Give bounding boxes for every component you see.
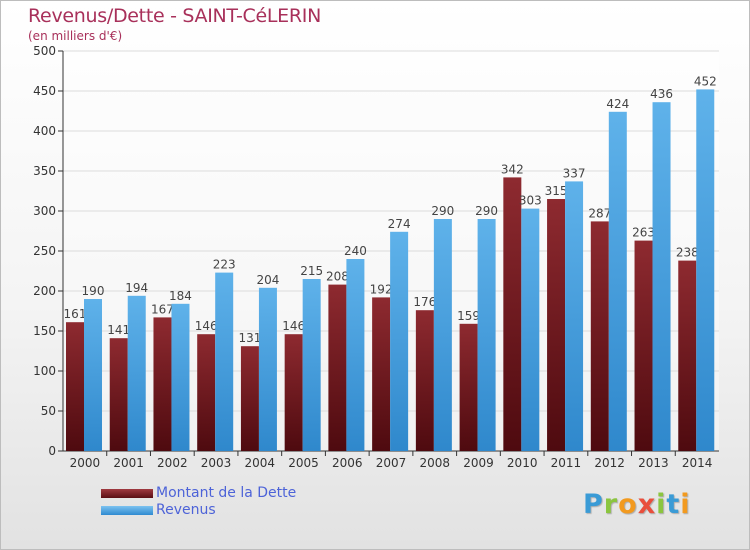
data-label-dette-2011: 315 [545, 184, 568, 198]
data-label-revenus-2007: 274 [388, 217, 411, 231]
data-label-revenus-2009: 290 [475, 204, 498, 218]
bar-dette-2012 [590, 221, 609, 451]
y-tick-label-150: 150 [33, 324, 56, 338]
x-tick-label-2013: 2013 [638, 456, 669, 470]
bar-dette-2009 [459, 323, 478, 451]
data-label-revenus-2011: 337 [563, 166, 586, 180]
bar-dette-2014 [678, 260, 697, 451]
data-label-dette-2007: 192 [370, 282, 393, 296]
bar-dette-2006 [328, 284, 347, 451]
legend-label-dette: Montant de la Dette [156, 485, 297, 501]
bar-dette-2005 [284, 334, 303, 451]
data-label-dette-2005: 146 [282, 319, 305, 333]
bar-dette-2010 [503, 177, 522, 451]
y-tick-label-250: 250 [33, 244, 56, 258]
x-tick-label-2012: 2012 [594, 456, 625, 470]
bar-revenus-2008 [433, 219, 452, 451]
data-label-revenus-2005: 215 [300, 264, 323, 278]
bar-revenus-2010 [521, 208, 540, 451]
x-tick-label-2001: 2001 [113, 456, 144, 470]
y-tick-label-200: 200 [33, 284, 56, 298]
data-label-revenus-2014: 452 [694, 74, 717, 88]
data-label-revenus-2013: 436 [650, 87, 673, 101]
x-tick-label-2002: 2002 [157, 456, 188, 470]
bar-dette-2002 [153, 317, 172, 451]
data-label-revenus-2008: 290 [431, 204, 454, 218]
x-tick-label-2007: 2007 [376, 456, 407, 470]
bar-dette-2008 [415, 310, 434, 451]
bar-revenus-2011 [565, 181, 584, 451]
data-label-revenus-2006: 240 [344, 244, 367, 258]
proxiti-logo: Proxiti [583, 489, 691, 520]
bar-dette-2004 [240, 346, 259, 451]
bar-dette-2000 [66, 322, 84, 451]
bar-revenus-2002 [171, 303, 190, 451]
bar-revenus-2007 [390, 231, 409, 451]
data-label-revenus-2000: 190 [82, 284, 105, 298]
data-label-dette-2001: 141 [107, 323, 130, 337]
x-tick-label-2014: 2014 [682, 456, 713, 470]
data-label-revenus-2002: 184 [169, 289, 192, 303]
x-tick-label-2000: 2000 [70, 456, 101, 470]
bar-revenus-2014 [696, 89, 715, 452]
data-label-dette-2002: 167 [151, 302, 174, 316]
y-tick-label-50: 50 [41, 404, 56, 418]
bar-revenus-2000 [84, 299, 102, 451]
y-tick-label-350: 350 [33, 164, 56, 178]
data-label-dette-2008: 176 [413, 295, 436, 309]
bar-dette-2003 [197, 334, 216, 451]
bar-revenus-2009 [477, 219, 496, 451]
data-label-dette-2003: 146 [195, 319, 218, 333]
x-tick-label-2004: 2004 [245, 456, 276, 470]
legend-swatch-dette [101, 489, 153, 498]
data-label-dette-2010: 342 [501, 162, 524, 176]
y-tick-label-500: 500 [33, 44, 56, 58]
bar-dette-2001 [109, 338, 128, 451]
x-tick-label-2006: 2006 [332, 456, 363, 470]
bar-revenus-2004 [258, 287, 277, 451]
data-label-revenus-2001: 194 [125, 281, 148, 295]
bar-dette-2011 [547, 199, 566, 451]
bar-revenus-2012 [608, 111, 627, 452]
data-label-dette-2009: 159 [457, 309, 480, 323]
chart-title: Revenus/Dette - SAINT-CéLERIN [28, 5, 322, 27]
y-tick-label-300: 300 [33, 204, 56, 218]
bar-revenus-2003 [215, 272, 234, 451]
bar-revenus-2013 [652, 102, 671, 451]
bar-dette-2007 [372, 297, 391, 451]
x-tick-label-2005: 2005 [288, 456, 319, 470]
data-label-dette-2012: 287 [588, 206, 611, 220]
chart-subtitle: (en milliers d'€) [28, 29, 123, 43]
data-label-revenus-2010: 303 [519, 194, 542, 208]
y-tick-label-400: 400 [33, 124, 56, 138]
data-label-revenus-2004: 204 [256, 273, 279, 287]
data-label-dette-2014: 238 [676, 246, 699, 260]
x-tick-label-2009: 2009 [463, 456, 494, 470]
data-label-dette-2004: 131 [238, 331, 261, 345]
data-label-dette-2000: 161 [64, 307, 87, 321]
x-tick-label-2010: 2010 [507, 456, 538, 470]
legend-swatch-revenus [101, 506, 153, 515]
data-label-revenus-2003: 223 [213, 258, 236, 272]
bar-revenus-2005 [302, 279, 321, 451]
legend-label-revenus: Revenus [156, 502, 216, 518]
y-tick-label-450: 450 [33, 84, 56, 98]
x-tick-label-2011: 2011 [551, 456, 582, 470]
data-label-dette-2006: 208 [326, 270, 349, 284]
y-tick-label-0: 0 [48, 444, 56, 458]
bar-revenus-2006 [346, 259, 365, 451]
data-label-revenus-2012: 424 [606, 97, 629, 111]
x-tick-label-2008: 2008 [419, 456, 450, 470]
x-tick-label-2003: 2003 [201, 456, 232, 470]
y-tick-label-100: 100 [33, 364, 56, 378]
data-label-dette-2013: 263 [632, 226, 655, 240]
bar-revenus-2001 [127, 295, 146, 451]
bar-dette-2013 [634, 240, 653, 451]
